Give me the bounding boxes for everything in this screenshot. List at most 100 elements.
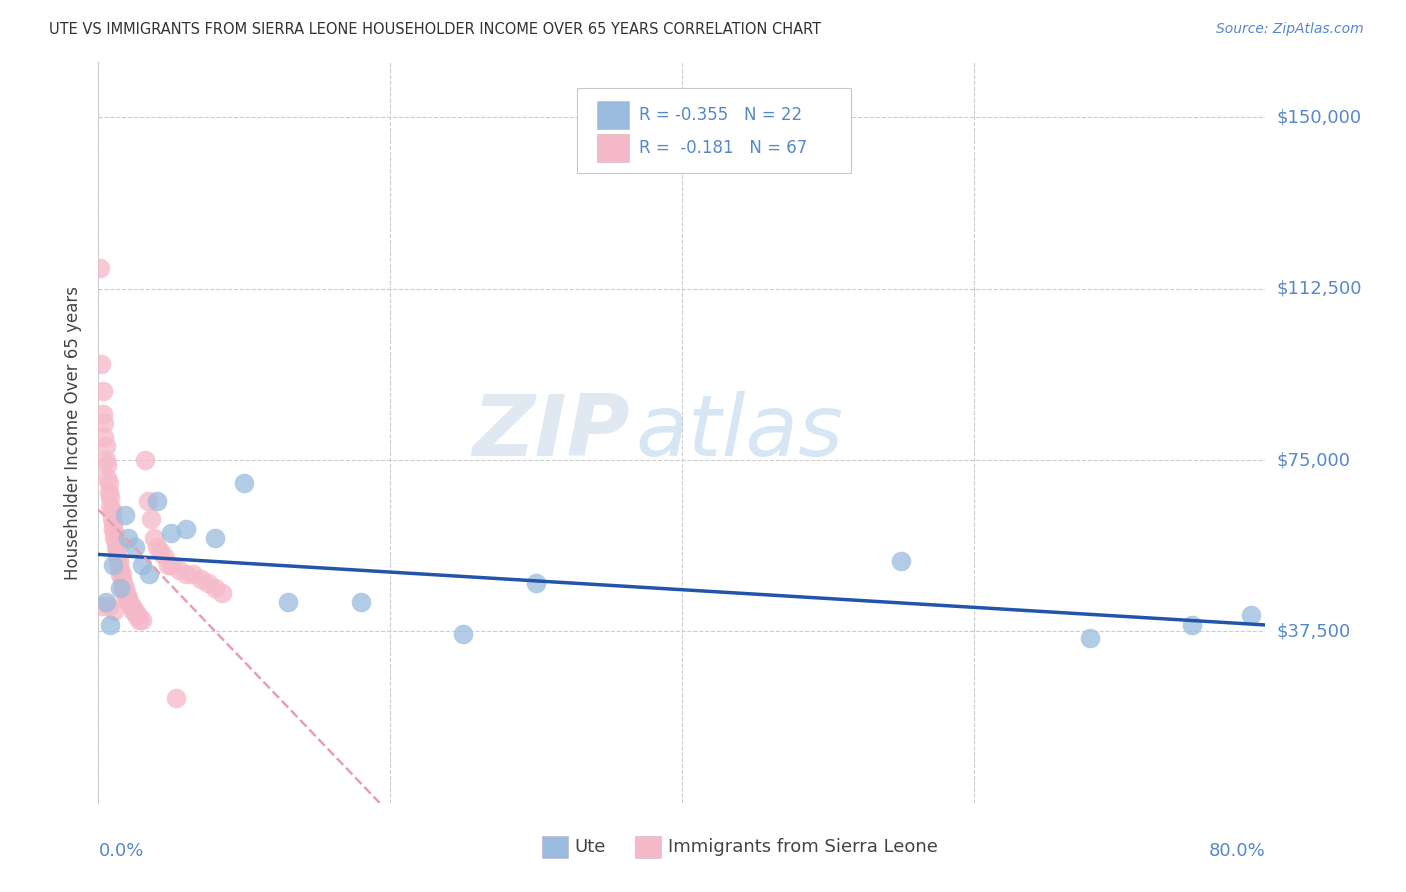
Point (174, 522, 197, 536)
Point (112, 576, 135, 591)
Point (138, 567, 160, 582)
Point (174, 567, 197, 582)
Point (111, 572, 134, 586)
Point (277, 595, 299, 609)
Point (127, 608, 149, 623)
Point (124, 540, 146, 554)
Text: ZIP: ZIP (472, 391, 630, 475)
Point (115, 585, 138, 599)
Point (157, 558, 180, 573)
Point (120, 599, 142, 614)
Point (118, 595, 141, 609)
Point (97, 475, 120, 490)
Point (890, 553, 912, 567)
Text: 80.0%: 80.0% (1209, 842, 1265, 860)
Text: 0.0%: 0.0% (98, 842, 143, 860)
Point (105, 544, 128, 558)
Point (108, 553, 131, 567)
Point (167, 563, 190, 577)
Point (114, 581, 136, 595)
Point (94, 439, 117, 453)
Point (110, 567, 132, 582)
Point (110, 563, 132, 577)
Point (98, 499, 121, 513)
Point (204, 531, 226, 545)
Point (93, 417, 115, 431)
Bar (541, 836, 568, 858)
Text: Ute: Ute (575, 838, 606, 856)
Point (100, 503, 122, 517)
Point (131, 613, 153, 627)
Point (91, 408, 114, 422)
Point (117, 590, 139, 604)
Point (350, 595, 373, 609)
Point (134, 453, 156, 467)
Point (93, 430, 115, 444)
Point (112, 581, 135, 595)
Point (111, 567, 134, 582)
Point (101, 522, 124, 536)
Point (160, 558, 183, 573)
Point (98, 490, 121, 504)
Point (94, 595, 117, 609)
Point (100, 512, 122, 526)
Text: atlas: atlas (636, 391, 844, 475)
Y-axis label: Householder Income Over 65 years: Householder Income Over 65 years (65, 285, 83, 580)
Text: $37,500: $37,500 (1277, 623, 1351, 640)
Point (204, 581, 226, 595)
Point (125, 608, 148, 623)
Point (190, 572, 212, 586)
Point (104, 535, 127, 549)
Point (146, 494, 169, 508)
Point (524, 576, 547, 591)
Point (233, 475, 256, 490)
Point (122, 604, 145, 618)
Point (89, 261, 111, 276)
Point (128, 613, 150, 627)
Point (139, 512, 162, 526)
Point (149, 544, 172, 558)
Text: Source: ZipAtlas.com: Source: ZipAtlas.com (1216, 22, 1364, 37)
Point (103, 531, 125, 545)
Point (98, 617, 121, 632)
Point (181, 567, 204, 582)
Point (160, 526, 183, 541)
Point (451, 626, 474, 640)
Point (97, 599, 120, 614)
Point (124, 604, 146, 618)
Point (146, 540, 169, 554)
Text: $75,000: $75,000 (1277, 451, 1351, 469)
Point (90, 357, 112, 371)
Point (115, 590, 138, 604)
Text: $112,500: $112,500 (1277, 280, 1362, 298)
Point (105, 549, 128, 563)
Point (97, 485, 120, 500)
Point (94, 453, 117, 467)
Bar (596, 135, 630, 162)
Bar (636, 836, 661, 858)
Point (103, 604, 125, 618)
Text: R =  -0.181   N = 67: R = -0.181 N = 67 (638, 139, 807, 157)
Point (101, 558, 124, 573)
Point (101, 516, 124, 531)
Point (91, 384, 114, 399)
Point (90, 599, 112, 614)
Point (96, 458, 118, 472)
Point (197, 576, 219, 591)
FancyBboxPatch shape (576, 88, 851, 173)
Point (153, 549, 176, 563)
Text: $150,000: $150,000 (1277, 108, 1361, 127)
Point (211, 585, 233, 599)
Point (165, 690, 187, 705)
Point (103, 526, 125, 541)
Point (136, 494, 159, 508)
Text: UTE VS IMMIGRANTS FROM SIERRA LEONE HOUSEHOLDER INCOME OVER 65 YEARS CORRELATION: UTE VS IMMIGRANTS FROM SIERRA LEONE HOUS… (49, 22, 821, 37)
Text: Immigrants from Sierra Leone: Immigrants from Sierra Leone (668, 838, 938, 856)
Point (110, 581, 132, 595)
Point (1080, 632, 1102, 646)
Text: R = -0.355   N = 22: R = -0.355 N = 22 (638, 106, 801, 124)
Point (96, 471, 118, 485)
Point (117, 531, 139, 545)
Point (131, 558, 153, 573)
Point (114, 585, 136, 599)
